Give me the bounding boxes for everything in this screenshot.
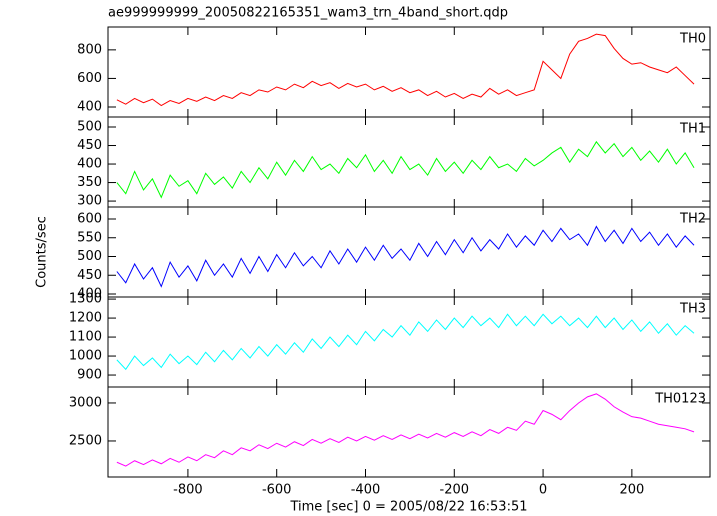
series-label: TH3 [679, 302, 706, 317]
y-tick-label: 1100 [69, 330, 102, 345]
series-line [116, 140, 695, 199]
x-tick-label: -200 [440, 483, 470, 498]
series-line [116, 393, 695, 467]
series-label: TH0123 [654, 392, 706, 407]
y-tick-label: 550 [77, 230, 102, 245]
panel-frame [107, 206, 711, 298]
series-label: TH1 [679, 122, 706, 137]
x-axis-label: Time [sec] 0 = 2005/08/22 16:53:51 [289, 500, 527, 515]
y-axis-label: Counts/sec [35, 216, 50, 288]
y-tick-label: 400 [77, 100, 102, 115]
y-tick-label: 400 [77, 157, 102, 172]
series-label: TH2 [679, 212, 706, 227]
y-tick-label: 900 [77, 368, 102, 383]
y-tick-label: 450 [77, 268, 102, 283]
series-line [116, 33, 695, 107]
y-tick-label: 1200 [69, 311, 102, 326]
y-tick-label: 800 [77, 42, 102, 57]
y-tick-label: 600 [77, 71, 102, 86]
x-tick-label: -800 [173, 483, 203, 498]
series-line [116, 225, 695, 288]
panel-frame [107, 296, 711, 388]
y-tick-label: 300 [77, 194, 102, 209]
y-tick-label: 600 [77, 212, 102, 227]
x-tick-label: -400 [351, 483, 381, 498]
y-tick-label: 500 [77, 120, 102, 135]
y-tick-label: 3000 [69, 395, 102, 410]
y-tick-label: 1000 [69, 349, 102, 364]
panel-frame [107, 386, 711, 478]
x-tick-label: 0 [539, 483, 547, 498]
y-tick-label: 2500 [69, 433, 102, 448]
panel-frame [107, 116, 711, 208]
series-label: TH0 [679, 32, 706, 47]
chart-title: ae999999999_20050822165351_wam3_trn_4ban… [108, 6, 508, 21]
series-line [116, 313, 695, 371]
y-tick-label: 450 [77, 138, 102, 153]
x-tick-label: 200 [619, 483, 644, 498]
panel-frame [107, 26, 711, 118]
y-tick-label: 400 [77, 287, 102, 302]
y-tick-label: 500 [77, 249, 102, 264]
y-tick-label: 1300 [69, 292, 102, 307]
x-tick-label: -600 [262, 483, 292, 498]
y-tick-label: 350 [77, 175, 102, 190]
